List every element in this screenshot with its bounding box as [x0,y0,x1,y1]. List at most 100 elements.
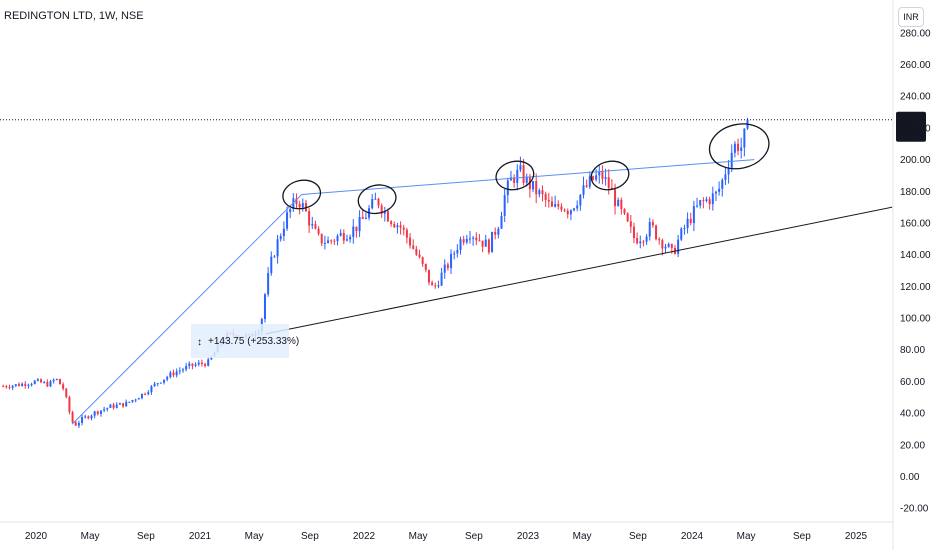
candle-body [405,229,408,238]
candle-body [339,232,342,236]
candle-body [487,239,490,253]
candle-body [730,152,733,168]
candle-body [118,403,121,405]
candle-body [740,147,743,151]
candle-body [601,171,604,179]
candle-body [207,359,210,366]
candle-body [491,231,494,253]
price-tick-label: 180.00 [900,187,931,198]
candle-body [115,404,118,408]
candle-body [128,401,131,403]
time-tick-label: May [737,531,756,542]
candle-body [137,398,140,400]
candle-body [345,239,348,241]
time-tick-label: May [409,531,428,542]
currency-button[interactable]: INR [898,7,924,27]
candle-body [112,404,115,408]
candle-body [513,177,516,183]
time-tick-label: Sep [301,531,319,542]
price-axis[interactable]: 280.00260.00240.00220.00200.00180.00160.… [892,0,931,550]
candle-body [36,379,39,381]
price-tick-label: 80.00 [900,345,925,356]
candle-body [547,199,550,202]
candle-body [58,378,61,385]
rise-line[interactable] [71,194,303,425]
last-price-value: 225.20 [896,116,927,127]
drawings[interactable] [71,119,893,425]
last-price-tag: 225.20 2d 6h [896,111,927,142]
candle-body [683,227,686,229]
candle-body [175,371,178,376]
time-tick-label: 2023 [517,531,540,542]
candle-body [286,212,289,229]
candle-body [270,256,273,274]
candle-body [737,143,740,151]
price-tick-label: 140.00 [900,250,931,261]
candle-body [532,180,535,190]
candle-body [620,199,623,210]
time-axis[interactable]: 2020 May Sep 2021 May Sep 2022 May Sep 2023 May Sep… [0,521,893,542]
candle-body [62,384,65,389]
time-tick-label: 2021 [189,531,212,542]
candle-body [497,228,500,235]
candle-body [661,240,664,249]
candle-body [96,411,99,414]
candle-body [535,180,538,195]
candle-body [598,171,601,176]
measure-tool[interactable]: ↕ +143.75 (+253.33%) [191,324,299,358]
candle-body [2,386,5,388]
candle-body [450,253,453,269]
candle-body [68,397,71,413]
candle-body [21,383,24,387]
candle-body [352,226,355,237]
peak-circle-3[interactable] [493,158,536,193]
candle-body [172,372,175,376]
candle-body [200,362,203,364]
candle-body [314,224,317,229]
candle-body [431,282,434,286]
peak-circle-4[interactable] [589,158,632,193]
candle-body [336,235,339,242]
candle-body [194,364,197,366]
candle-body [5,386,8,388]
candle-body [569,210,572,215]
candle-body [677,239,680,254]
candle-body [46,381,49,387]
candle-body [421,257,424,264]
peak-circle-2[interactable] [356,182,399,217]
candle-body [721,179,724,189]
candle-body [279,236,282,240]
candle-body [692,206,695,224]
candle-body [361,216,364,219]
candle-body [554,204,557,207]
candle-body [282,228,285,237]
candle-body [494,231,497,235]
candle-body [330,240,333,242]
candle-body [522,165,525,183]
time-tick-label: Sep [465,531,483,542]
candle-body [645,236,648,242]
candle-body [506,180,509,196]
candle-body [484,239,487,247]
candle-body [11,385,14,388]
resistance-line[interactable] [301,159,755,195]
support-line[interactable] [265,206,893,335]
price-tick-label: 260.00 [900,60,931,71]
candle-body [702,200,705,202]
candle-body [544,194,547,200]
candle-body [109,404,112,408]
candle-body [93,411,96,416]
candle-body [87,416,90,419]
candles [2,117,749,429]
candle-body [462,239,465,243]
peak-circle-5[interactable] [705,119,773,175]
time-tick-label: Sep [793,531,811,542]
candle-body [99,410,102,414]
peak-circle-1[interactable] [280,177,323,212]
candle-body [519,165,522,170]
candle-body [191,363,194,366]
candle-body [185,366,188,370]
candle-body [503,195,506,216]
time-tick-label: 2022 [353,531,376,542]
